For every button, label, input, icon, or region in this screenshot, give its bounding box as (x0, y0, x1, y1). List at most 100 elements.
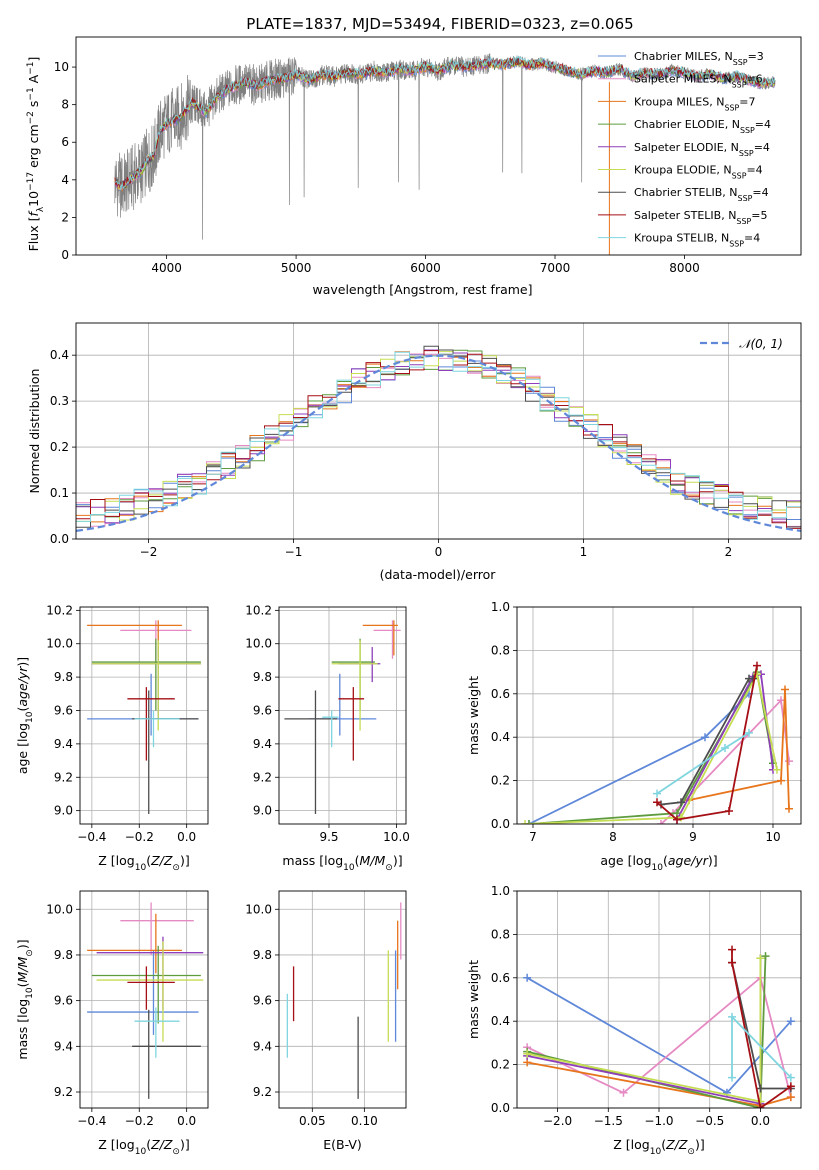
spectrum-frame (75, 36, 802, 256)
x-tick-label: 5000 (281, 261, 312, 275)
x-tick-label: 0.0 (177, 1114, 196, 1128)
y-tick-label: 10.0 (46, 902, 73, 916)
weight-point (786, 1017, 795, 1026)
age-vs-mass-xlabel-part: 10 (343, 863, 355, 873)
x-tick-label: 9.5 (319, 830, 338, 844)
weight-line (524, 671, 778, 824)
legend-label-part: =7 (739, 95, 755, 108)
y-tick-label: 0.4 (50, 348, 69, 362)
weight-point (725, 806, 733, 815)
spectrum-ylabel-part: A (26, 74, 41, 87)
legend-label-part: =5 (751, 209, 767, 222)
errorbar-salpeter-miles (120, 902, 194, 955)
legend-label-part: =4 (752, 186, 768, 199)
legend-label: Chabrier ELODIE, NSSP=4 (634, 118, 771, 135)
y-tick-label: 10.2 (46, 603, 73, 617)
age-vs-mass-xlabel-part: ( (355, 853, 360, 868)
age-vs-Z-ylabel-part: age [log (15, 723, 30, 774)
x-tick-label: 8000 (669, 261, 700, 275)
spectrum-ylabel-part: f (26, 211, 41, 217)
x-tick-label: 0.0 (177, 830, 196, 844)
legend-label: Kroupa MILES, NSSP=7 (634, 95, 755, 112)
age-vs-Z-ylabel-part: 10 (25, 711, 35, 723)
weight-point (781, 685, 789, 694)
legend-label: Kroupa STELIB, NSSP=4 (634, 232, 760, 249)
x-tick-label: −1.0 (644, 1114, 673, 1128)
age-vs-Z-xlabel-part: )] (180, 853, 190, 868)
legend-label-part: Salpeter STELIB, N (634, 209, 736, 222)
x-tick-label: −0.2 (125, 830, 154, 844)
legend-label-part: =6 (746, 73, 762, 86)
x-tick-label: −2.0 (543, 1114, 572, 1128)
weight-point (756, 1104, 765, 1108)
mass-weight-vs-age-xlabel: age [log10(age/yr)] (600, 853, 717, 873)
age-vs-mass-xlabel-part: )] (393, 853, 403, 868)
weight-point (785, 757, 793, 766)
x-tick-label: −0.2 (125, 1114, 154, 1128)
weight-line (526, 976, 792, 1098)
y-tick-label: 9.2 (54, 770, 73, 784)
legend-label: Chabrier MILES, NSSP=3 (634, 50, 764, 67)
legend-label-part: Kroupa ELODIE, N (634, 164, 732, 177)
y-tick-label: 0.1 (50, 486, 69, 500)
mass-vs-Z-plot-area (87, 902, 204, 1099)
weight-point (728, 1012, 737, 1021)
y-tick-label: 0.2 (491, 1058, 510, 1072)
weight-point (677, 798, 685, 807)
figure-title: PLATE=1837, MJD=53494, FIBERID=0323, z=0… (246, 15, 633, 33)
y-tick-label: 0.6 (491, 687, 510, 701)
weight-point (673, 815, 681, 824)
model-spectrum-kroupa-stelib (114, 55, 776, 190)
spectrum-ylabel: Flux [fλ10−17 erg cm−2 s−1 A−1] (26, 57, 46, 252)
weight-point (777, 776, 785, 785)
weight-series-salpeter-stelib (653, 661, 761, 824)
weight-point (756, 1084, 765, 1093)
residuals-xlabel: (data-model)/error (380, 567, 497, 582)
mass-vs-EBV-frame (278, 890, 407, 1109)
age-vs-Z-panel: −0.4 −0.2 0.0 9.0 9.2 9.4 9.6 9.8 10.0 10.2 Z [log… (15, 603, 209, 873)
x-tick-label: 0.0 (751, 1114, 770, 1128)
spectrum-ylabel-part: λ (36, 206, 46, 212)
weight-point (653, 798, 661, 807)
x-tick-label: 7000 (540, 261, 571, 275)
mass-vs-Z-ylabel-part: ( (15, 982, 30, 987)
spectrum-panel: 4000 5000 6000 7000 8000 0 2 4 6 8 10 Chabrier MILE… (26, 36, 802, 297)
spectrum-ylabel-part: erg cm (26, 124, 41, 172)
observed-spectrum (114, 53, 776, 240)
age-vs-Z-ylabel-part: age/yr (15, 666, 30, 707)
weight-point (753, 661, 761, 670)
age-vs-mass-axes: 9.5 10.0 9.0 9.2 9.4 9.6 9.8 10.0 10.2 (245, 603, 410, 844)
y-tick-label: 9.8 (253, 948, 272, 962)
weight-point (753, 670, 761, 679)
weight-series-chabrier-miles (523, 973, 795, 1097)
weight-point (525, 820, 533, 824)
y-tick-label: 10 (54, 60, 69, 74)
weight-point (721, 744, 729, 753)
spectrum-axes: 4000 5000 6000 7000 8000 0 2 4 6 8 10 (54, 60, 700, 275)
weight-point (749, 674, 757, 683)
legend-label-part: SSP (739, 148, 754, 157)
mass-weight-vs-Z-xlabel-part: Z [log (613, 1137, 649, 1152)
weight-point (756, 954, 765, 963)
residuals-panel: −2 −1 0 1 2 0.0 0.1 0.2 0.3 0.4 𝒩(0, 1) (data-model… (27, 322, 802, 582)
mass-vs-EBV-plot-area (286, 902, 402, 1099)
weight-point (523, 1049, 532, 1058)
x-tick-label: 4000 (151, 261, 182, 275)
legend-label-part: SSP (736, 216, 751, 225)
age-vs-Z-frame (79, 606, 209, 825)
errorbar-salpeter-stelib (127, 687, 175, 761)
weight-line (731, 949, 792, 1108)
legend-label-part: =4 (746, 164, 762, 177)
histogram-salpeter-stelib (76, 350, 801, 529)
residuals-frame (75, 322, 802, 540)
x-tick-label: −0.5 (695, 1114, 724, 1128)
age-vs-Z-xlabel: Z [log10(Z/Z⊙)] (98, 853, 189, 873)
mass-weight-vs-age-xlabel-part: age [log (600, 853, 651, 868)
weight-series-salpeter-stelib (728, 945, 795, 1108)
age-vs-Z-xlabel-part: 10 (135, 863, 147, 873)
x-tick-label: 2 (725, 545, 733, 559)
mass-vs-Z-ylabel: mass [log10(M/M⊙)] (15, 939, 35, 1059)
age-vs-mass-plot-area (284, 620, 401, 814)
spectrum-ylabel-part: −2 (26, 111, 36, 124)
